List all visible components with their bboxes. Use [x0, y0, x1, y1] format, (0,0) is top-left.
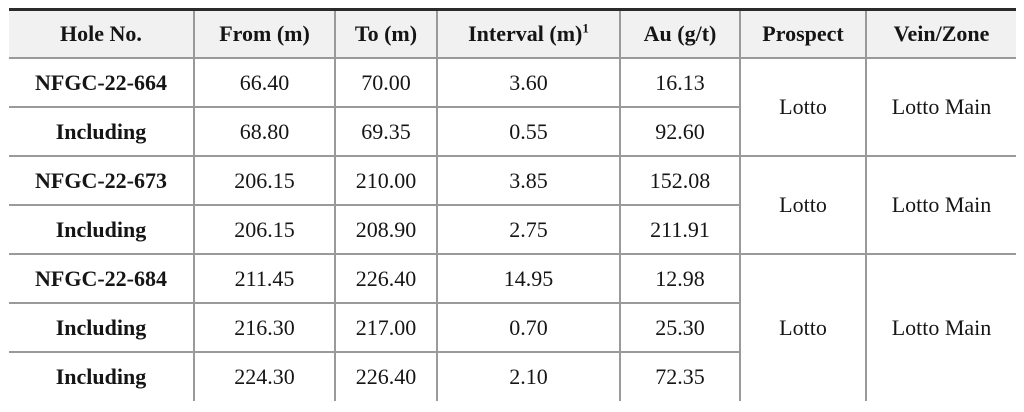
au-cell: 16.13 [619, 57, 741, 108]
prospect-cell: Lotto [739, 57, 867, 157]
to-cell: 70.00 [334, 57, 438, 108]
to-cell: 208.90 [334, 204, 438, 255]
drill-results-table: Hole No. From (m) To (m) Interval (m)1 A… [8, 10, 1017, 402]
table-row: Including 68.80 69.35 0.55 92.60 [8, 106, 1016, 157]
hole-no-cell: Including [8, 106, 195, 157]
interval-cell: 0.55 [436, 106, 621, 157]
table-row: NFGC-22-664 66.40 70.00 3.60 16.13 Lotto… [8, 57, 1017, 157]
table-row: Including 216.30 217.00 0.70 25.30 [8, 302, 1016, 353]
hole-no-cell: Including [8, 302, 195, 353]
from-cell: 224.30 [193, 351, 336, 402]
to-cell: 226.40 [334, 253, 438, 304]
col-header-interval: Interval (m)1 [436, 10, 621, 59]
to-cell: 210.00 [334, 155, 438, 206]
col-header-vein-zone: Vein/Zone [865, 10, 1017, 59]
to-cell: 226.40 [334, 351, 438, 402]
drill-results-table-wrap: Hole No. From (m) To (m) Interval (m)1 A… [8, 8, 1017, 402]
au-cell: 72.35 [619, 351, 741, 402]
au-cell: 152.08 [619, 155, 741, 206]
vein-zone-cell: Lotto Main [865, 57, 1017, 157]
header-row: Hole No. From (m) To (m) Interval (m)1 A… [8, 10, 1017, 59]
hole-no-cell: Including [8, 204, 195, 255]
au-cell: 211.91 [619, 204, 741, 255]
interval-cell: 3.85 [436, 155, 621, 206]
vein-zone-cell: Lotto Main [865, 155, 1017, 255]
au-cell: 12.98 [619, 253, 741, 304]
interval-cell: 0.70 [436, 302, 621, 353]
from-cell: 216.30 [193, 302, 336, 353]
hole-no-cell: NFGC-22-684 [8, 253, 195, 304]
col-header-au: Au (g/t) [619, 10, 741, 59]
prospect-cell: Lotto [739, 155, 867, 255]
col-header-interval-label: Interval (m) [468, 21, 583, 46]
table-row: NFGC-22-684 211.45 226.40 14.95 12.98 Lo… [8, 253, 1017, 402]
from-cell: 206.15 [193, 204, 336, 255]
from-cell: 206.15 [193, 155, 336, 206]
hole-no-cell: Including [8, 351, 195, 402]
table-row: Including 224.30 226.40 2.10 72.35 [8, 351, 1016, 402]
col-header-hole-no: Hole No. [8, 10, 195, 59]
from-cell: 68.80 [193, 106, 336, 157]
from-cell: 211.45 [193, 253, 336, 304]
interval-cell: 3.60 [436, 57, 621, 108]
hole-no-cell: NFGC-22-673 [8, 155, 195, 206]
col-header-prospect: Prospect [739, 10, 867, 59]
footnote-marker-1: 1 [582, 20, 589, 36]
vein-zone-cell: Lotto Main [865, 253, 1017, 402]
to-cell: 217.00 [334, 302, 438, 353]
hole-no-cell: NFGC-22-664 [8, 57, 195, 108]
table-row: Including 206.15 208.90 2.75 211.91 [8, 204, 1016, 255]
au-cell: 92.60 [619, 106, 741, 157]
interval-cell: 14.95 [436, 253, 621, 304]
au-cell: 25.30 [619, 302, 741, 353]
table-row: NFGC-22-673 206.15 210.00 3.85 152.08 Lo… [8, 155, 1017, 255]
col-header-from: From (m) [193, 10, 336, 59]
col-header-to: To (m) [334, 10, 438, 59]
interval-cell: 2.10 [436, 351, 621, 402]
to-cell: 69.35 [334, 106, 438, 157]
from-cell: 66.40 [193, 57, 336, 108]
interval-cell: 2.75 [436, 204, 621, 255]
prospect-cell: Lotto [739, 253, 867, 402]
